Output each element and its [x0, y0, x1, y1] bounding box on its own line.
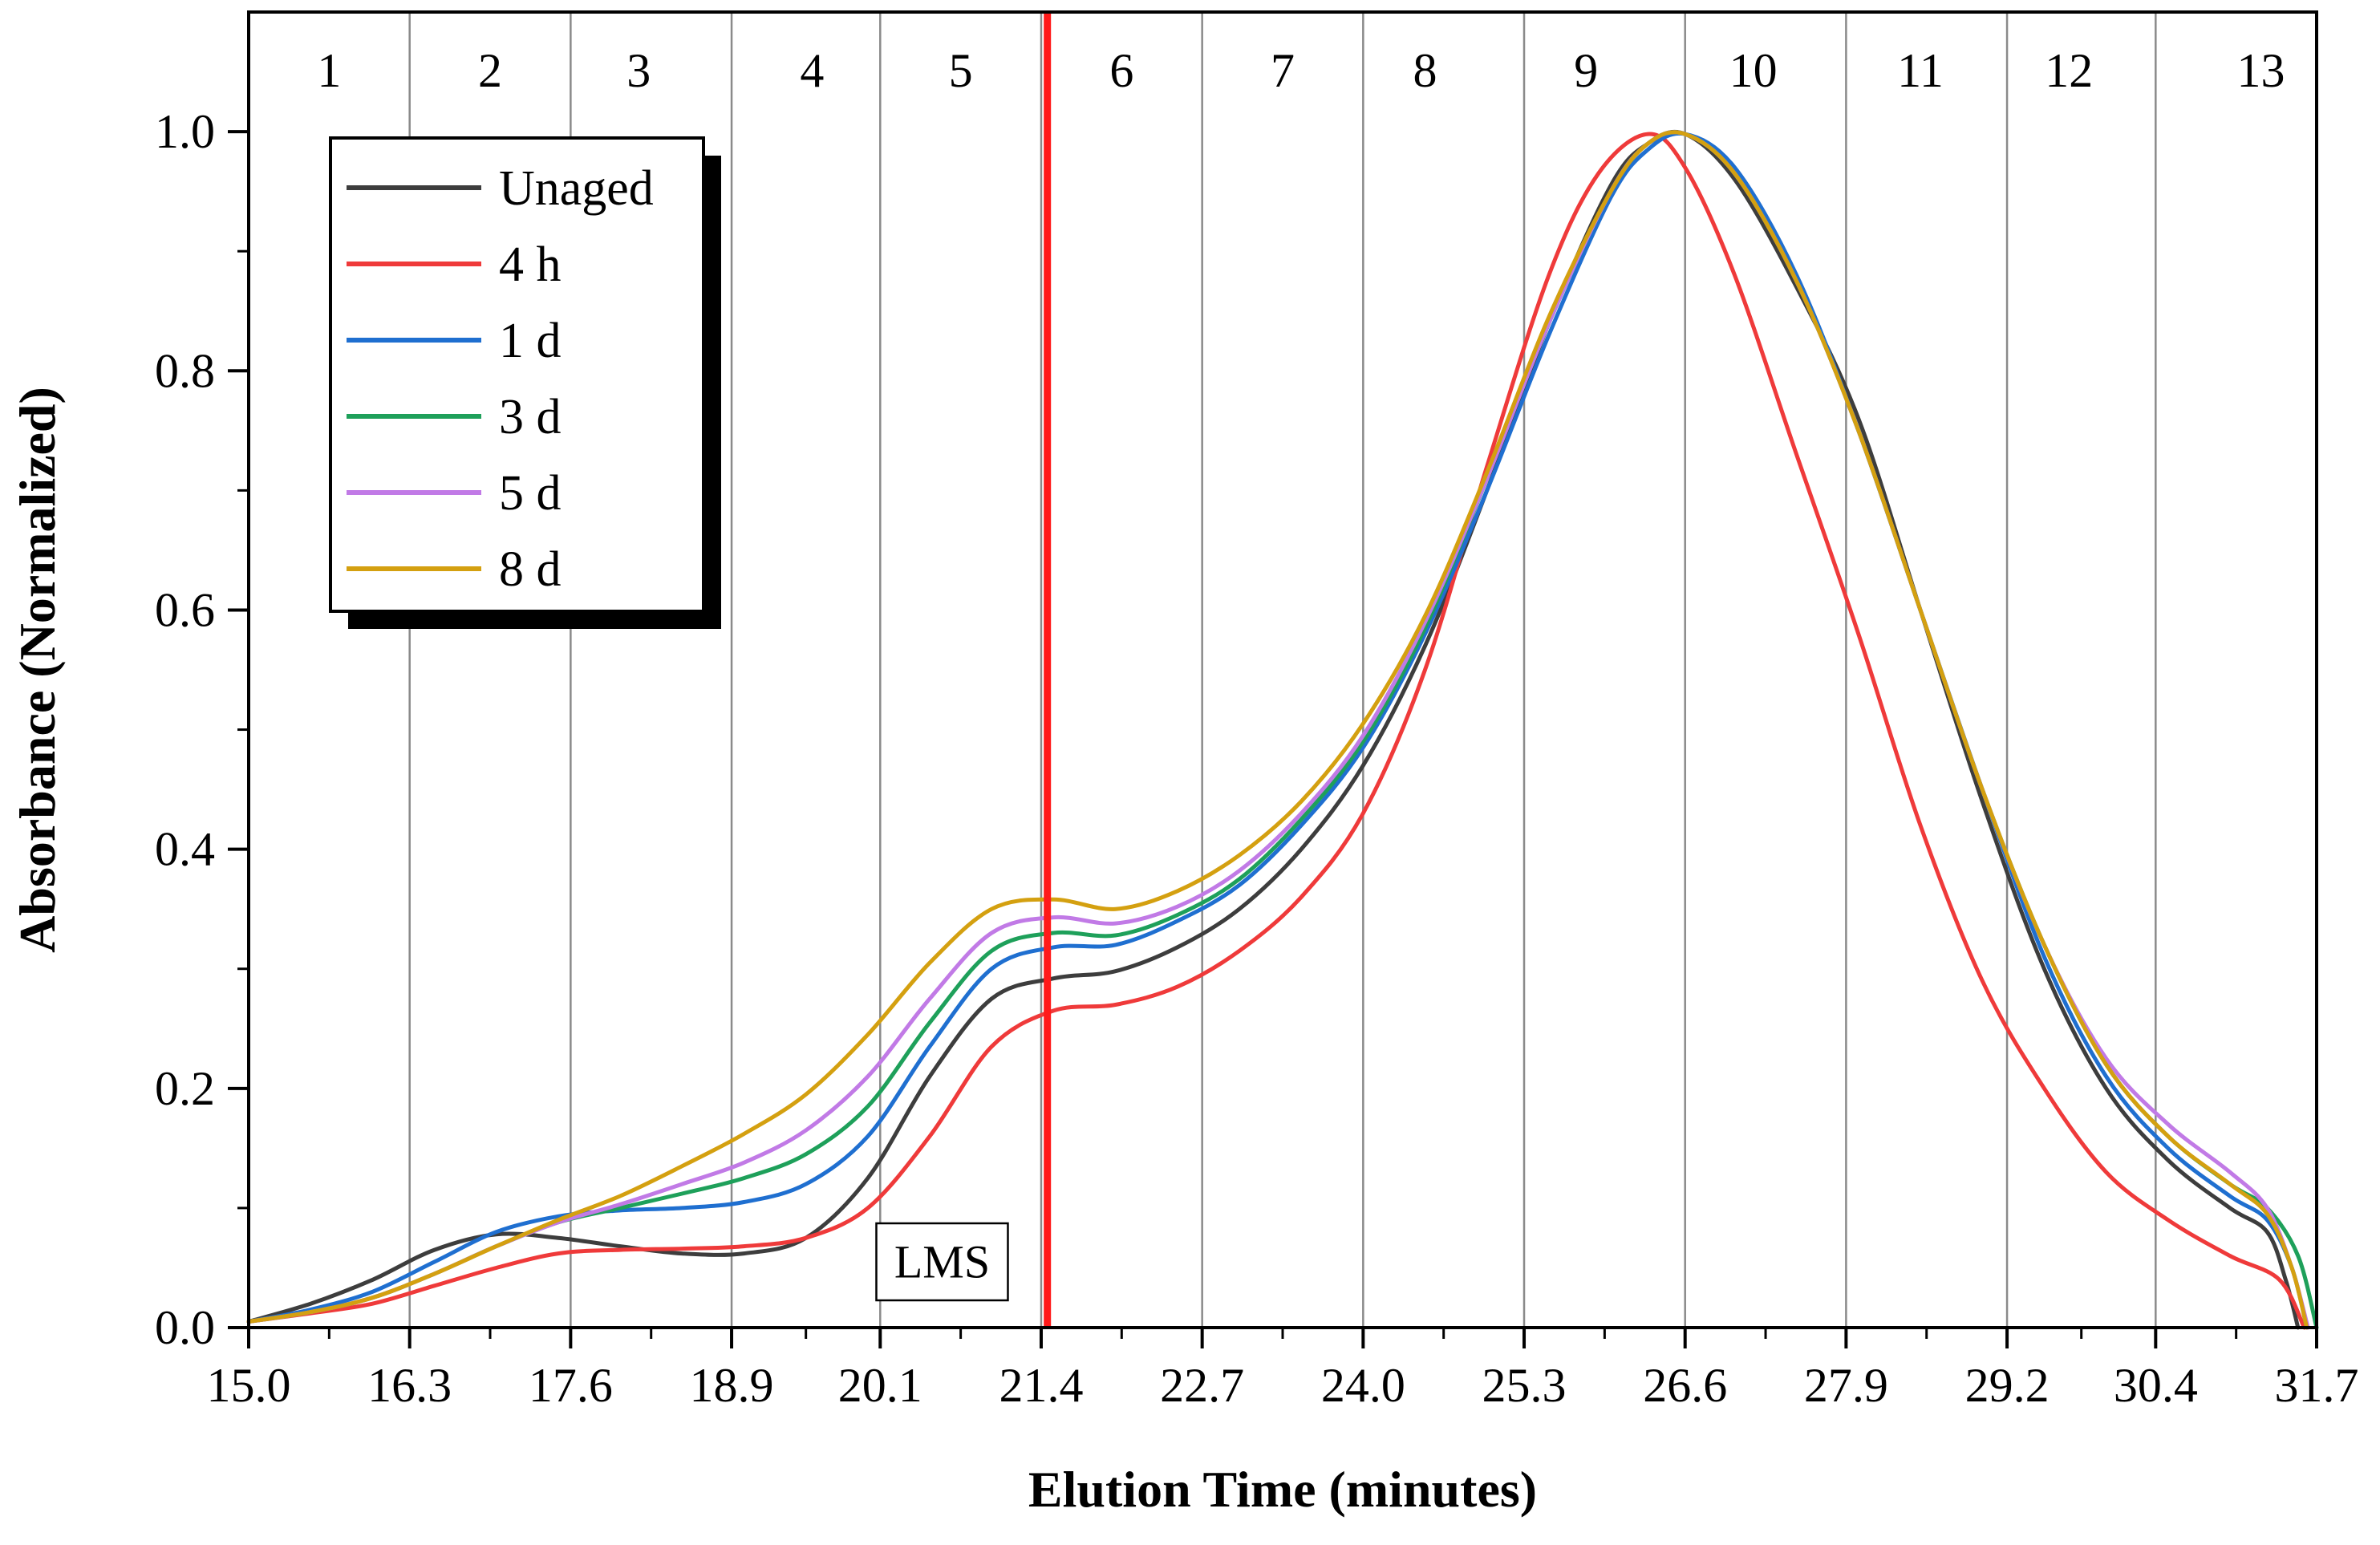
series-line-unaged [246, 129, 2301, 1330]
lms-annotation: LMS [875, 1222, 1009, 1302]
fraction-label-3: 3 [626, 44, 651, 97]
series-lines [246, 129, 2319, 1330]
legend-label-4-h: 4 h [499, 237, 562, 292]
fraction-label-4: 4 [800, 44, 824, 97]
y-axis: 0.0 0.2 0.4 0.6 0.8 1.0 [155, 105, 249, 1354]
x-tick-label: 20.1 [838, 1359, 922, 1412]
fraction-label-6: 6 [1109, 44, 1133, 97]
x-tick-label: 27.9 [1804, 1359, 1888, 1412]
fraction-label-1: 1 [317, 44, 341, 97]
x-tick-label: 18.9 [690, 1359, 774, 1412]
fraction-label-13: 13 [2237, 44, 2285, 97]
lms-annotation-text: LMS [894, 1236, 990, 1288]
fraction-label-12: 12 [2045, 44, 2093, 97]
y-tick-label: 0.2 [155, 1062, 215, 1115]
y-tick-label: 0.8 [155, 344, 215, 397]
y-tick-label: 0.0 [155, 1301, 215, 1354]
x-tick-label: 29.2 [1965, 1359, 2050, 1412]
series-line-1-d [246, 131, 2309, 1330]
legend-label-3-d: 3 d [499, 390, 562, 444]
series-line-8-d [246, 130, 2309, 1330]
fraction-labels: 1 2 3 4 5 6 7 8 9 10 11 12 13 [317, 44, 2285, 97]
fraction-label-2: 2 [478, 44, 502, 97]
legend-label-8-d: 8 d [499, 542, 562, 597]
fraction-label-10: 10 [1729, 44, 1778, 97]
legend-box [329, 136, 705, 613]
fraction-label-7: 7 [1271, 44, 1295, 97]
fraction-label-5: 5 [949, 44, 973, 97]
x-tick-label: 17.6 [529, 1359, 613, 1412]
x-tick-label: 30.4 [2114, 1359, 2198, 1412]
lms-annotation-box [875, 1222, 1009, 1302]
y-tick-label: 1.0 [155, 105, 215, 158]
x-tick-label: 22.7 [1160, 1359, 1244, 1412]
legend: Unaged 4 h 1 d 3 d 5 d 8 d [329, 136, 721, 629]
y-tick-label: 0.6 [155, 583, 215, 636]
legend-label-1-d: 1 d [499, 314, 562, 368]
series-line-4-h [246, 132, 2307, 1330]
y-tick-label: 0.4 [155, 823, 215, 876]
legend-label-unaged: Unaged [499, 161, 654, 216]
x-tick-label: 25.3 [1482, 1359, 1567, 1412]
x-tick-label: 26.6 [1643, 1359, 1727, 1412]
x-tick-label: 24.0 [1321, 1359, 1405, 1412]
x-tick-label: 31.7 [2275, 1359, 2359, 1412]
x-tick-label: 21.4 [999, 1359, 1083, 1412]
legend-label-5-d: 5 d [499, 466, 562, 521]
x-axis: 15.0 16.3 17.6 18.9 20.1 21.4 22.7 24.0 25.3 26.6… [207, 1328, 2359, 1412]
fraction-label-11: 11 [1897, 44, 1944, 97]
y-axis-title: Absorbance (Normalized) [9, 387, 66, 953]
x-tick-label: 15.0 [207, 1359, 291, 1412]
legend-items: Unaged 4 h 1 d 3 d 5 d 8 d [347, 161, 654, 597]
x-axis-title: Elution Time (minutes) [1028, 1461, 1537, 1518]
fraction-label-8: 8 [1413, 44, 1437, 97]
x-tick-label: 16.3 [367, 1359, 452, 1412]
fraction-label-9: 9 [1574, 44, 1598, 97]
